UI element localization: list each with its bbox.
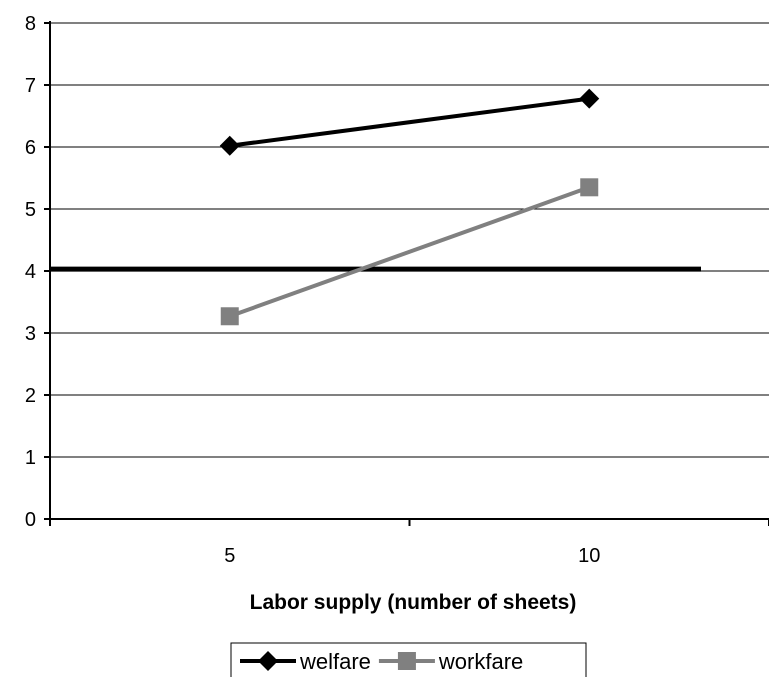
data-point-welfare	[579, 88, 600, 109]
legend-label-workfare: workfare	[438, 649, 523, 674]
y-tick-label: 5	[25, 199, 36, 221]
axes: 0 1 2 3 4 5 6 7 8 5 10	[25, 13, 769, 567]
x-axis-title: Labor supply (number of sheets)	[250, 591, 577, 614]
y-tick-label: 7	[25, 75, 36, 97]
data-point-welfare	[219, 135, 240, 156]
legend-marker-welfare	[258, 651, 278, 671]
y-tick-label: 2	[25, 385, 36, 407]
legend-marker-workfare	[397, 652, 416, 670]
legend-label-welfare: welfare	[299, 649, 371, 674]
y-tick-label: 1	[25, 447, 36, 469]
y-tick-label: 3	[25, 323, 36, 345]
x-tick-label: 5	[224, 545, 235, 567]
gridlines	[50, 22, 769, 458]
data-point-workfare	[220, 307, 239, 326]
x-tick-label: 10	[578, 545, 600, 567]
series-layer	[219, 88, 600, 326]
data-point-workfare	[580, 178, 599, 197]
y-tick-label: 4	[25, 261, 36, 283]
y-tick-label: 6	[25, 137, 36, 159]
y-tick-label: 8	[25, 13, 36, 35]
y-tick-label: 0	[25, 509, 36, 531]
series-line-welfare	[229, 96, 590, 148]
series-line-workfare	[229, 185, 590, 319]
legend: welfare workfare	[230, 642, 587, 677]
